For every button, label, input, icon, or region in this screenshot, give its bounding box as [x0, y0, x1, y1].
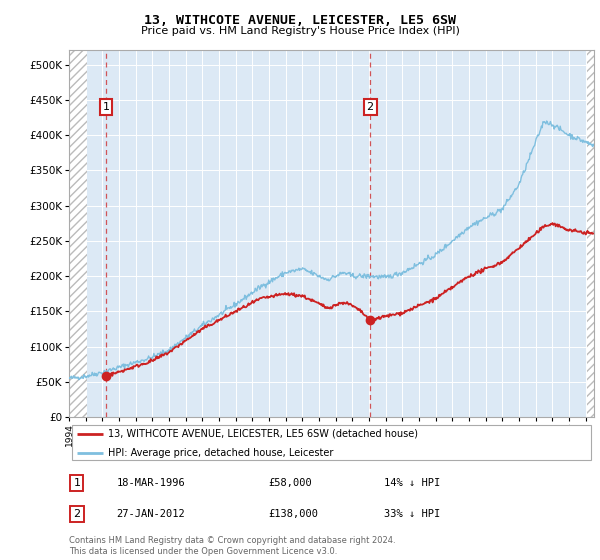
Text: 14% ↓ HPI: 14% ↓ HPI [384, 478, 440, 488]
Bar [69, 50, 88, 417]
Text: 2: 2 [73, 509, 80, 519]
Text: 18-MAR-1996: 18-MAR-1996 [116, 478, 185, 488]
Text: 1: 1 [103, 102, 109, 112]
Text: 13, WITHCOTE AVENUE, LEICESTER, LE5 6SW: 13, WITHCOTE AVENUE, LEICESTER, LE5 6SW [144, 14, 456, 27]
Bar [587, 50, 594, 417]
Text: Contains HM Land Registry data © Crown copyright and database right 2024.
This d: Contains HM Land Registry data © Crown c… [69, 536, 395, 556]
Text: 2: 2 [367, 102, 374, 112]
Text: 1: 1 [73, 478, 80, 488]
Text: 13, WITHCOTE AVENUE, LEICESTER, LE5 6SW (detached house): 13, WITHCOTE AVENUE, LEICESTER, LE5 6SW … [109, 429, 418, 439]
Text: £138,000: £138,000 [269, 509, 319, 519]
Text: Price paid vs. HM Land Registry's House Price Index (HPI): Price paid vs. HM Land Registry's House … [140, 26, 460, 36]
FancyBboxPatch shape [71, 426, 592, 460]
Text: 33% ↓ HPI: 33% ↓ HPI [384, 509, 440, 519]
Text: HPI: Average price, detached house, Leicester: HPI: Average price, detached house, Leic… [109, 448, 334, 458]
Text: 27-JAN-2012: 27-JAN-2012 [116, 509, 185, 519]
Text: £58,000: £58,000 [269, 478, 312, 488]
